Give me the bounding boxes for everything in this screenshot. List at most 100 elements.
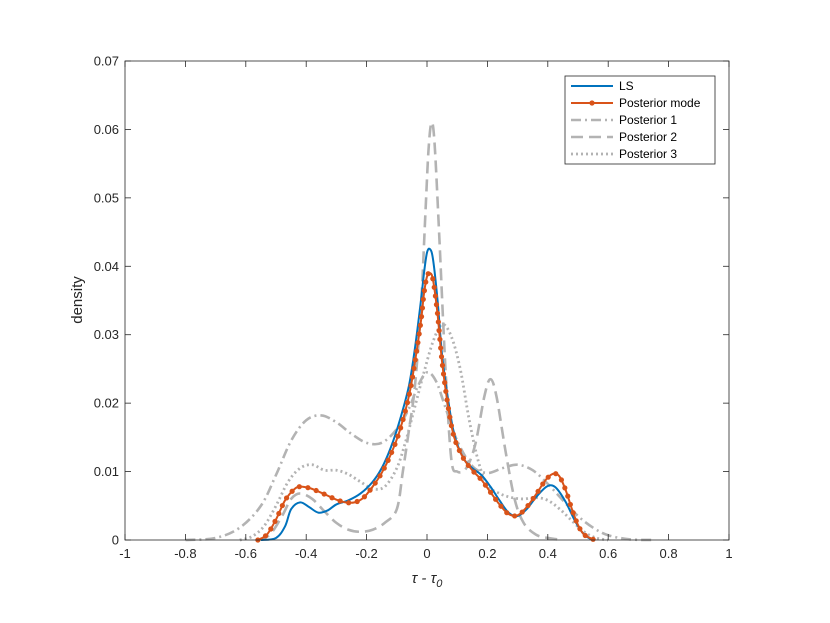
data-point [435,319,441,325]
data-point [262,533,269,539]
data-point [279,502,285,509]
data-point [570,510,576,516]
data-point [562,485,568,491]
data-point [367,487,373,493]
data-point [456,447,462,454]
data-point [582,532,588,539]
data-point [419,305,426,311]
y-tick-label: 0.04 [94,259,119,274]
data-point [418,314,425,320]
x-tick-label: 0.8 [660,546,678,561]
ticks-layer [124,60,730,541]
y-tick-label: 0.07 [94,54,119,69]
data-point [392,441,398,447]
data-point [525,502,531,509]
tick-labels-layer: -1 -0.8 -0.6 -0.4 -0.2 0 0.2 0.4 0.6 0.8 1 0 0.01 0.0… [94,54,733,562]
data-point [425,271,431,277]
series-line-2 [185,370,654,542]
data-point [433,302,440,308]
legend-label: LS [619,79,634,93]
data-point [361,494,368,500]
y-tick-label: 0 [112,533,119,548]
data-point [400,416,406,423]
data-point [437,336,443,342]
data-point [409,374,416,380]
data-point [313,487,319,494]
data-point [377,473,383,479]
data-point [567,501,573,508]
y-tick-label: 0.03 [94,327,119,342]
data-point [535,488,541,494]
series-line-0 [260,247,594,541]
data-point [420,296,426,302]
data-point [346,500,352,506]
data-point [398,425,404,431]
data-point [545,474,551,480]
y-axis-title: density [69,276,86,324]
x-tick-label: 0.6 [599,546,617,561]
data-point [477,475,483,481]
data-point [573,518,579,524]
x-tick-label: 0.2 [478,546,496,561]
x-tick-label: -0.4 [295,546,317,561]
data-point [283,495,290,501]
x-tick-label: -0.8 [174,546,196,561]
y-tick-label: 0.05 [94,190,119,205]
data-point [408,382,414,389]
x-tick-label: -0.6 [235,546,257,561]
data-point [460,455,467,461]
data-point [440,371,447,377]
y-tick-label: 0.01 [94,464,119,479]
data-point [321,491,327,497]
data-point [395,433,401,439]
data-point [577,526,583,532]
data-point [381,465,387,471]
legend-box [564,75,716,165]
x-tick-label: -1 [119,546,131,561]
x-axis-title-sub: 0 [436,578,443,590]
data-point [530,495,536,502]
data-point [268,526,274,532]
data-point [465,462,471,469]
series-line-4 [239,322,609,542]
data-point [416,331,422,337]
data-point [590,536,596,542]
data-point [354,498,360,505]
data-point [471,469,477,475]
data-point [434,310,441,316]
data-point [519,509,525,515]
data-point [289,488,295,494]
series-layer [185,121,654,543]
data-point [448,423,454,429]
data-point [438,354,445,360]
data-point [389,449,395,456]
data-point [337,498,343,504]
y-tick-label: 0.06 [94,122,119,137]
data-point [414,348,420,354]
legend-marker [589,100,595,106]
data-point [402,408,408,414]
data-point [443,388,449,394]
data-point [423,279,429,285]
x-tick-label: 0.4 [539,546,557,561]
legend-label: Posterior 2 [619,130,677,144]
data-point [415,339,421,346]
data-point [412,357,418,363]
legend-label: Posterior mode [619,96,701,110]
legend-label: Posterior 3 [619,147,677,161]
data-point [296,484,302,490]
data-point [565,493,571,499]
data-point [487,489,494,495]
data-point [385,457,391,463]
x-tick-label: 1 [725,546,732,561]
x-tick-label: 0 [423,546,430,561]
x-tick-label: -0.2 [355,546,377,561]
data-point [411,365,417,371]
data-point [436,328,442,334]
data-point [329,495,335,501]
data-point [444,397,450,403]
data-point [442,380,448,386]
y-tick-label: 0.02 [94,396,119,411]
data-point [417,322,423,328]
